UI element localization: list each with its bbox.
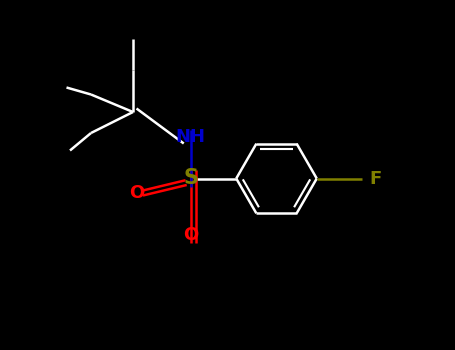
Text: O: O	[129, 183, 144, 202]
Text: F: F	[369, 169, 381, 188]
Text: NH: NH	[176, 127, 206, 146]
Text: O: O	[183, 225, 198, 244]
Text: S: S	[183, 168, 198, 189]
